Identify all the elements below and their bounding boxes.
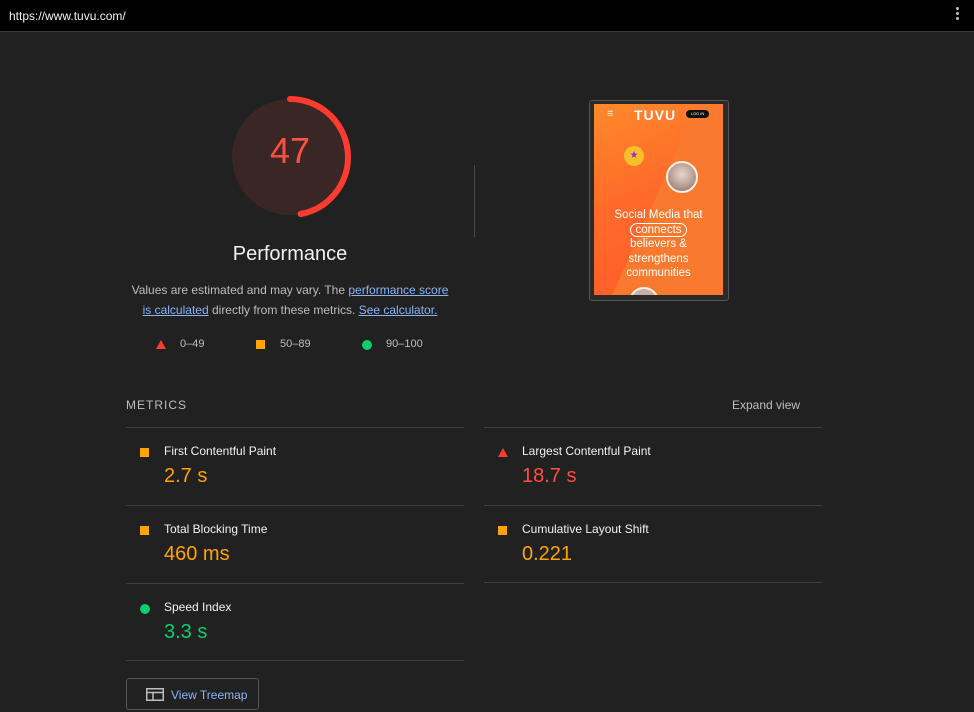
metric-title: Total Blocking Time bbox=[164, 522, 268, 536]
view-treemap-button[interactable]: View Treemap bbox=[126, 678, 259, 710]
screenshot-tagline: Social Media that connects believers & s… bbox=[594, 208, 723, 281]
metric-value: 2.7 s bbox=[164, 465, 208, 487]
more-options-icon[interactable] bbox=[954, 7, 960, 22]
metric-cumulative-layout-shift: Cumulative Layout Shift 0.221 bbox=[484, 506, 822, 584]
see-calculator-link[interactable]: See calculator. bbox=[358, 303, 438, 317]
divider bbox=[484, 427, 822, 428]
metric-largest-contentful-paint: Largest Contentful Paint 18.7 s bbox=[484, 428, 822, 506]
metric-total-blocking-time: Total Blocking Time 460 ms bbox=[126, 506, 464, 584]
view-treemap-label: View Treemap bbox=[171, 688, 248, 702]
divider bbox=[126, 427, 464, 428]
divider bbox=[126, 505, 464, 506]
hamburger-icon: ☰ bbox=[607, 111, 614, 118]
tagline-line: strengthens bbox=[628, 252, 689, 265]
metric-value: 460 ms bbox=[164, 543, 230, 565]
score-description: Values are estimated and may vary. The p… bbox=[126, 280, 454, 320]
divider bbox=[126, 583, 464, 584]
treemap-icon bbox=[146, 688, 164, 701]
avatar bbox=[666, 161, 698, 193]
red-triangle-icon bbox=[156, 340, 166, 349]
tagline-pill: connects bbox=[630, 222, 687, 237]
category-title: Performance bbox=[232, 243, 348, 265]
orange-square-icon bbox=[498, 526, 507, 535]
tagline-line: Social Media that bbox=[614, 209, 703, 221]
metric-title: Cumulative Layout Shift bbox=[522, 522, 649, 536]
legend-label: 90–100 bbox=[386, 338, 423, 350]
page-screenshot[interactable]: ☰ TUVU LOG IN ★ Social Media that connec… bbox=[594, 104, 723, 295]
orange-square-icon bbox=[256, 340, 265, 349]
tagline-line: believers & bbox=[630, 238, 687, 250]
divider bbox=[484, 505, 822, 506]
performance-score-link[interactable]: performance score is calculated bbox=[142, 283, 449, 317]
metrics-header: METRICS bbox=[126, 398, 187, 412]
orange-square-icon bbox=[140, 526, 149, 535]
metric-title: First Contentful Paint bbox=[164, 444, 277, 458]
score-gauge bbox=[229, 96, 351, 218]
metric-value: 0.221 bbox=[522, 543, 573, 565]
vertical-divider bbox=[474, 165, 475, 237]
legend-label: 0–49 bbox=[180, 338, 205, 350]
metric-speed-index: Speed Index 3.3 s bbox=[126, 584, 464, 662]
metric-value: 3.3 s bbox=[164, 621, 208, 643]
site-logo: TUVU bbox=[634, 107, 677, 123]
tagline-line: communities bbox=[626, 267, 691, 279]
description-text-2: directly from these metrics. bbox=[208, 303, 359, 317]
url-text[interactable]: https://www.tuvu.com/ bbox=[9, 9, 126, 23]
divider bbox=[484, 582, 822, 583]
metric-value: 18.7 s bbox=[522, 465, 577, 487]
expand-view-toggle[interactable]: Expand view bbox=[732, 398, 801, 412]
divider bbox=[126, 660, 464, 661]
browser-top-bar: https://www.tuvu.com/ bbox=[0, 0, 974, 32]
green-circle-icon bbox=[362, 340, 372, 350]
legend-label: 50–89 bbox=[280, 338, 311, 350]
login-button: LOG IN bbox=[686, 110, 709, 118]
metric-title: Speed Index bbox=[164, 600, 232, 614]
score-gauge-arc bbox=[229, 96, 351, 218]
star-eyes-emoji-icon: ★ bbox=[624, 146, 644, 166]
performance-score: 47 bbox=[269, 130, 311, 171]
description-text: Values are estimated and may vary. The bbox=[131, 283, 349, 297]
red-triangle-icon bbox=[498, 448, 508, 457]
metric-title: Largest Contentful Paint bbox=[522, 444, 651, 458]
metric-first-contentful-paint: First Contentful Paint 2.7 s bbox=[126, 428, 464, 506]
orange-square-icon bbox=[140, 448, 149, 457]
green-circle-icon bbox=[140, 604, 150, 614]
